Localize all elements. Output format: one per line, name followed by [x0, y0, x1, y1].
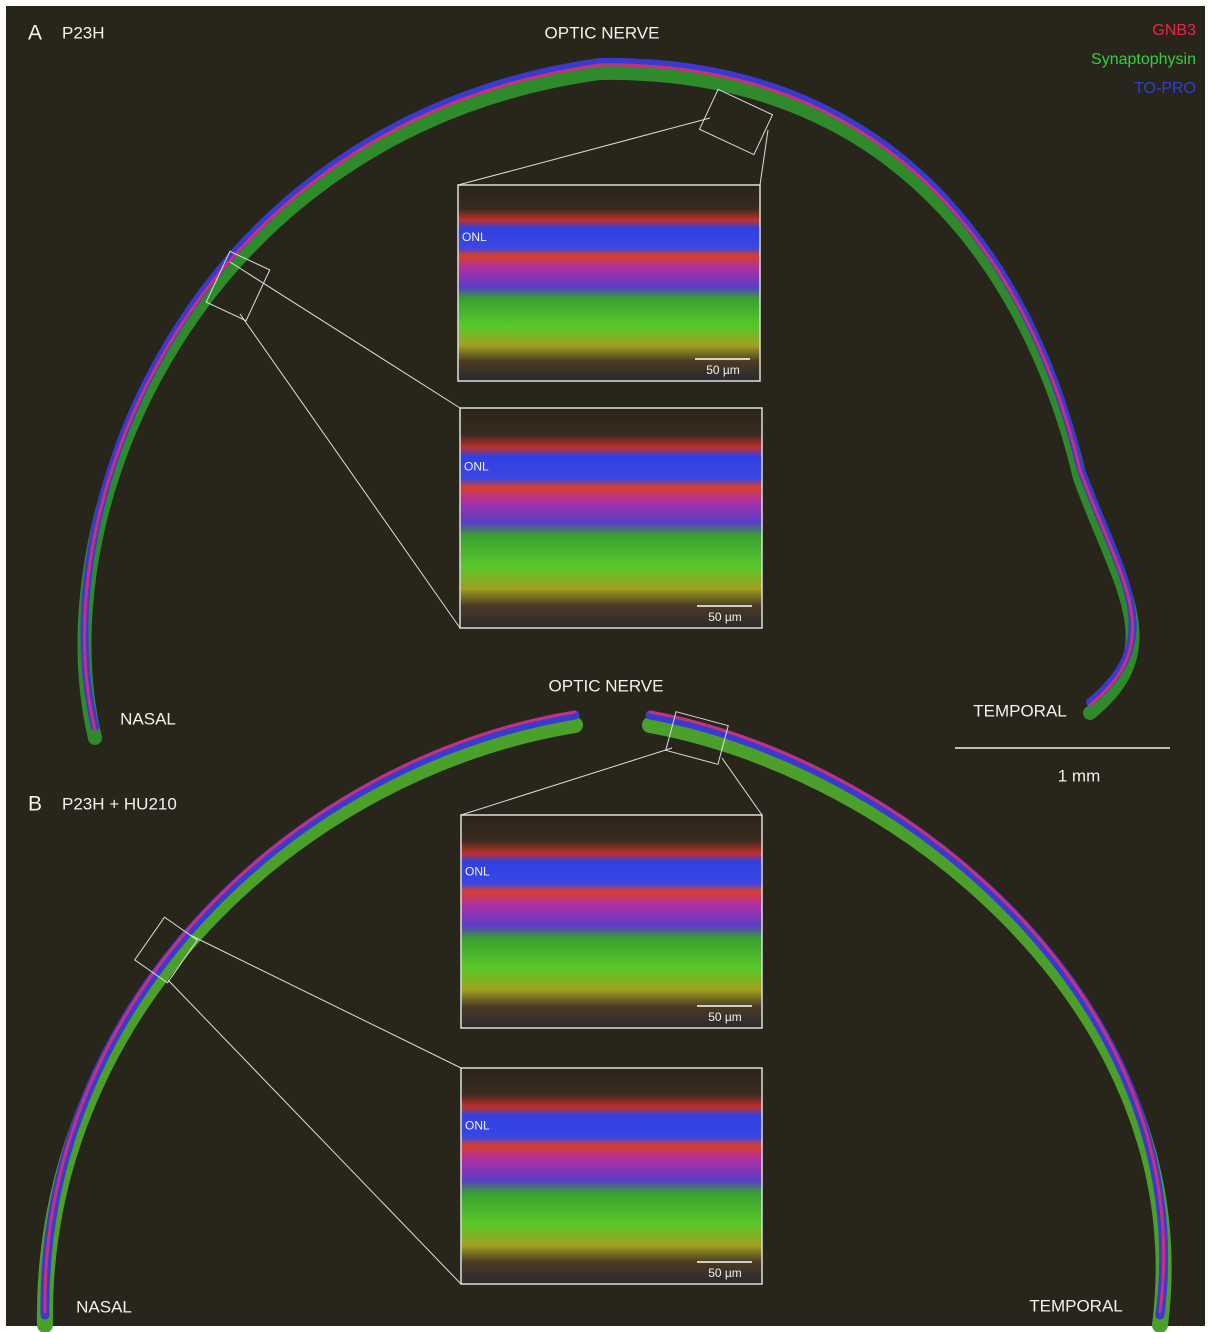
- nasal-label: NASAL: [76, 1297, 132, 1316]
- panel-letter: A: [28, 22, 42, 45]
- panel-condition: P23H: [62, 23, 105, 42]
- inset-scale-label: 50 µm: [708, 1266, 742, 1280]
- layer-label: ONL: [464, 460, 489, 474]
- inset-image: [461, 1068, 762, 1284]
- inset-image: [460, 408, 762, 628]
- inset-image: [461, 815, 762, 1028]
- optic-nerve-label: OPTIC NERVE: [545, 23, 660, 42]
- nasal-label: NASAL: [120, 709, 176, 728]
- layer-label: ONL: [462, 230, 487, 244]
- legend-entry: GNB3: [1152, 22, 1196, 39]
- panel-condition: P23H + HU210: [62, 794, 177, 813]
- inset-image: [458, 185, 760, 381]
- figure: GNB3 Synaptophysin TO-PRO 1 mm A P23H OPTIC …: [0, 0, 1211, 1332]
- temporal-label: TEMPORAL: [1029, 1296, 1123, 1315]
- inset-scale-label: 50 µm: [708, 610, 742, 624]
- layer-label: ONL: [465, 1118, 490, 1132]
- legend-entry: TO-PRO: [1134, 80, 1196, 97]
- optic-nerve-label: OPTIC NERVE: [549, 676, 664, 695]
- layer-label: ONL: [465, 865, 490, 879]
- scale-bar-label: 1 mm: [1058, 766, 1101, 785]
- legend-entry: Synaptophysin: [1091, 51, 1196, 68]
- inset-scale-label: 50 µm: [706, 363, 740, 377]
- panel-letter: B: [28, 793, 42, 816]
- temporal-label: TEMPORAL: [973, 701, 1067, 720]
- inset-scale-label: 50 µm: [708, 1010, 742, 1024]
